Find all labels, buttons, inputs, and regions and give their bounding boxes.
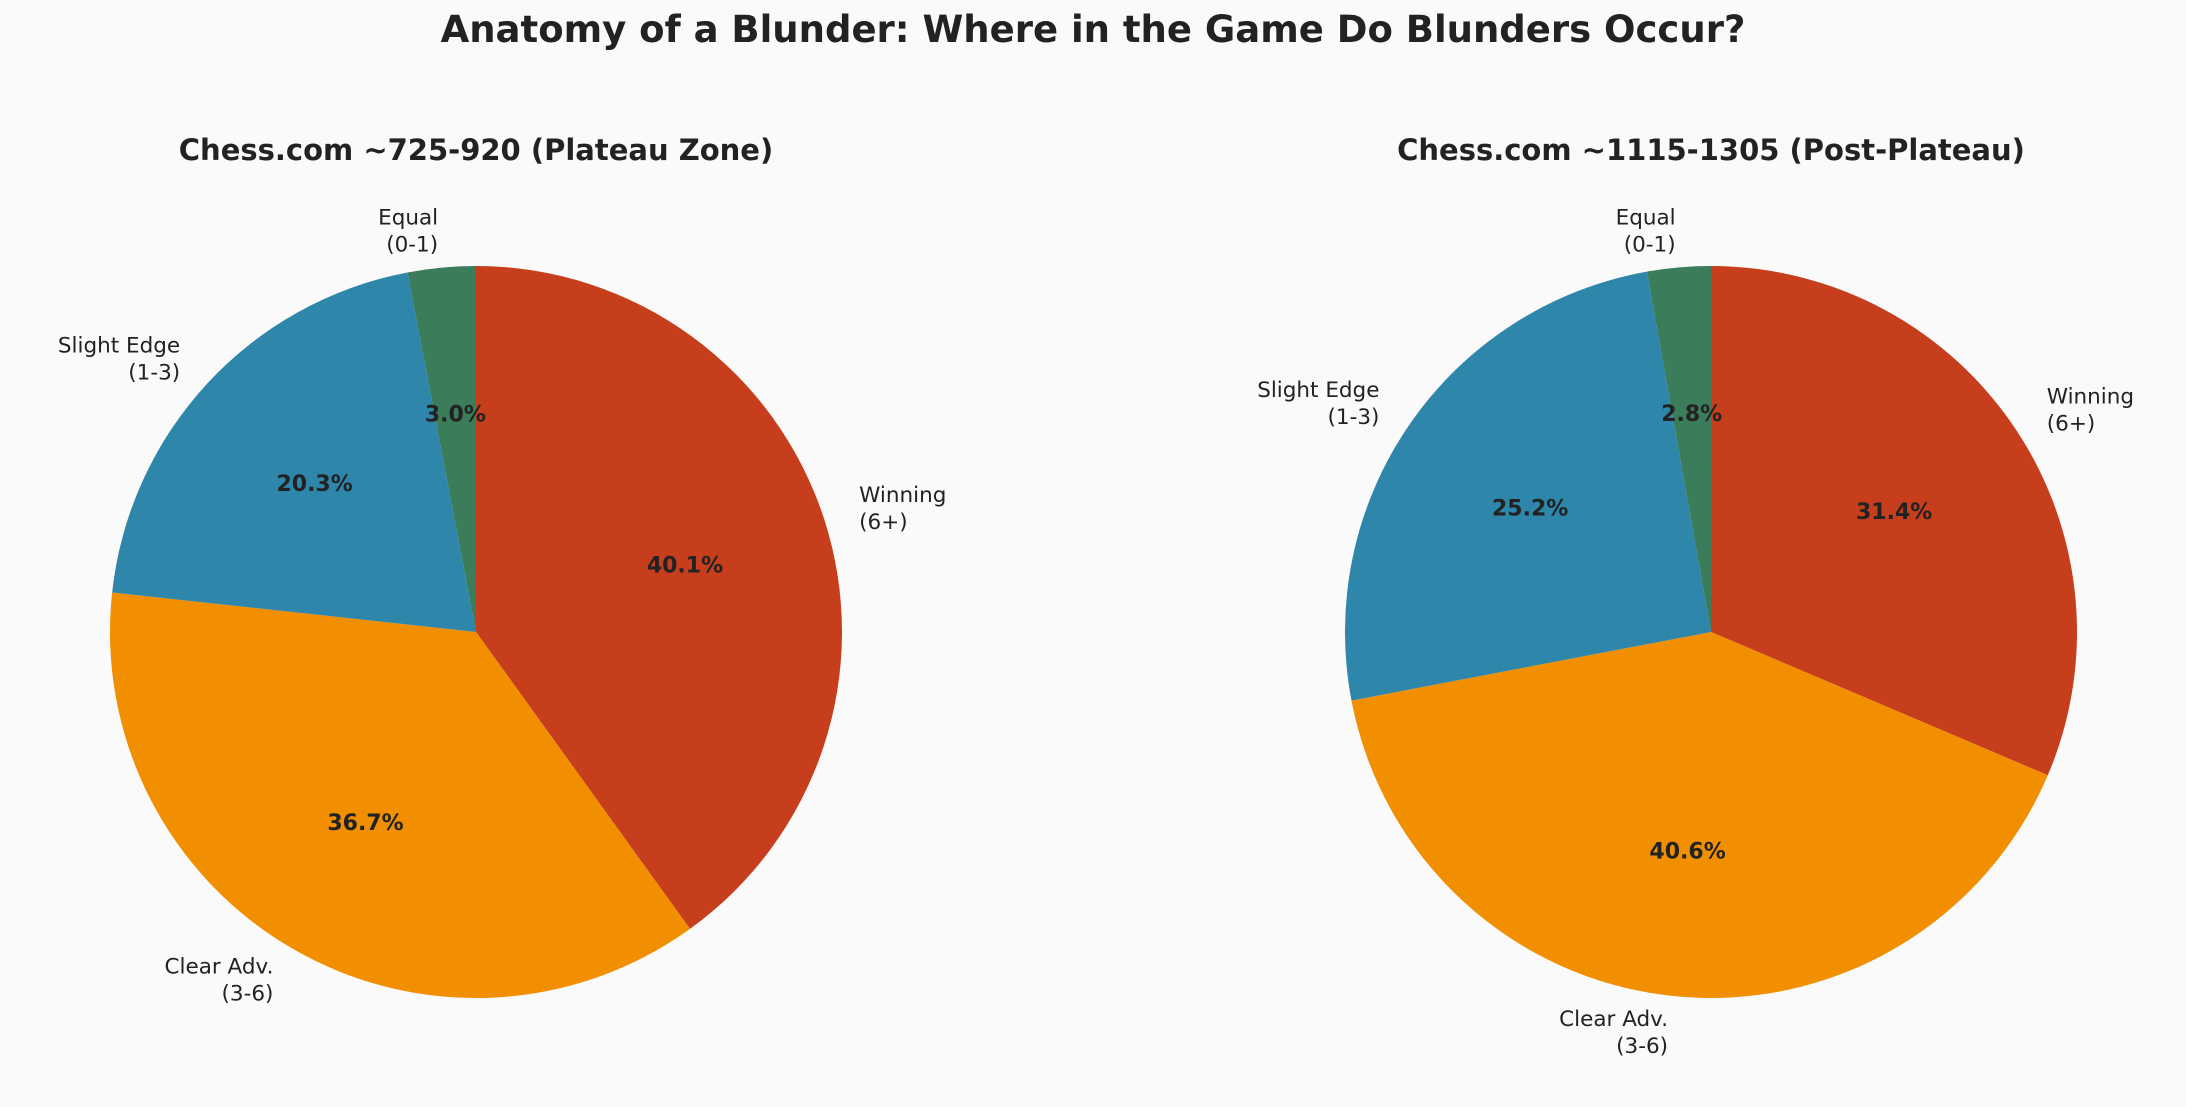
category-label-equal-0-1: Equal (0-1) bbox=[1616, 205, 1676, 257]
category-label-winning-6: Winning (6+) bbox=[2047, 384, 2134, 436]
pct-label-winning-6: 40.1% bbox=[647, 554, 723, 579]
pct-label-equal-0-1: 2.8% bbox=[1661, 402, 1722, 427]
pct-label-slight-edge-1-3: 20.3% bbox=[276, 472, 352, 497]
pie-chart-2: Chess.com ~1115-1305 (Post-Plateau) 31.4%… bbox=[1257, 133, 2134, 1059]
category-label-line: (1-3) bbox=[1328, 405, 1380, 430]
pie-slice-slight-edge-1-3 bbox=[1345, 271, 1711, 701]
category-label-line: (0-1) bbox=[1624, 232, 1676, 257]
category-label-line: (0-1) bbox=[386, 233, 438, 258]
category-label-line: Slight Edge bbox=[1257, 378, 1379, 403]
category-label-line: (3-6) bbox=[222, 981, 274, 1006]
category-label-winning-6: Winning (6+) bbox=[859, 483, 946, 535]
pct-label-slight-edge-1-3: 25.2% bbox=[1492, 496, 1568, 521]
pie-title: Chess.com ~725-920 (Plateau Zone) bbox=[179, 133, 773, 167]
pie-slice-equal-0-1 bbox=[407, 266, 476, 632]
category-label-clear-adv-3-6: Clear Adv. (3-6) bbox=[1559, 1007, 1668, 1059]
category-label-line: (6+) bbox=[859, 510, 907, 535]
pct-label-equal-0-1: 3.0% bbox=[425, 402, 486, 427]
pct-label-clear-adv-3-6: 40.6% bbox=[1649, 839, 1725, 864]
figure-title: Anatomy of a Blunder: Where in the Game … bbox=[440, 8, 1746, 51]
pie-title: Chess.com ~1115-1305 (Post-Plateau) bbox=[1397, 133, 2025, 167]
category-label-line: Clear Adv. bbox=[1559, 1007, 1668, 1032]
pie-slice-equal-0-1 bbox=[1646, 266, 1711, 632]
category-label-line: Winning bbox=[2047, 384, 2134, 409]
category-label-line: Equal bbox=[378, 206, 438, 231]
pie-slice-winning-6 bbox=[1711, 266, 2077, 776]
category-label-line: (3-6) bbox=[1616, 1034, 1668, 1059]
category-label-line: Slight Edge bbox=[58, 333, 180, 358]
pct-label-clear-adv-3-6: 36.7% bbox=[327, 811, 403, 836]
category-label-line: Clear Adv. bbox=[164, 954, 273, 979]
category-label-line: (6+) bbox=[2047, 411, 2095, 436]
category-label-line: (1-3) bbox=[128, 360, 180, 385]
category-label-line: Equal bbox=[1616, 205, 1676, 230]
category-label-equal-0-1: Equal (0-1) bbox=[378, 206, 438, 258]
category-label-slight-edge-1-3: Slight Edge (1-3) bbox=[1257, 378, 1379, 430]
category-label-slight-edge-1-3: Slight Edge (1-3) bbox=[58, 333, 180, 385]
pie-slice-winning-6 bbox=[476, 266, 842, 929]
category-label-line: Winning bbox=[859, 483, 946, 508]
category-label-clear-adv-3-6: Clear Adv. (3-6) bbox=[164, 954, 273, 1006]
pct-label-winning-6: 31.4% bbox=[1856, 500, 1932, 525]
pie-slice-slight-edge-1-3 bbox=[112, 272, 476, 632]
pie-slice-clear-adv-3-6 bbox=[1351, 632, 2048, 998]
pie-slice-clear-adv-3-6 bbox=[109, 592, 691, 998]
pie-chart-1: Chess.com ~725-920 (Plateau Zone) 40.1% Wi… bbox=[58, 133, 946, 1006]
